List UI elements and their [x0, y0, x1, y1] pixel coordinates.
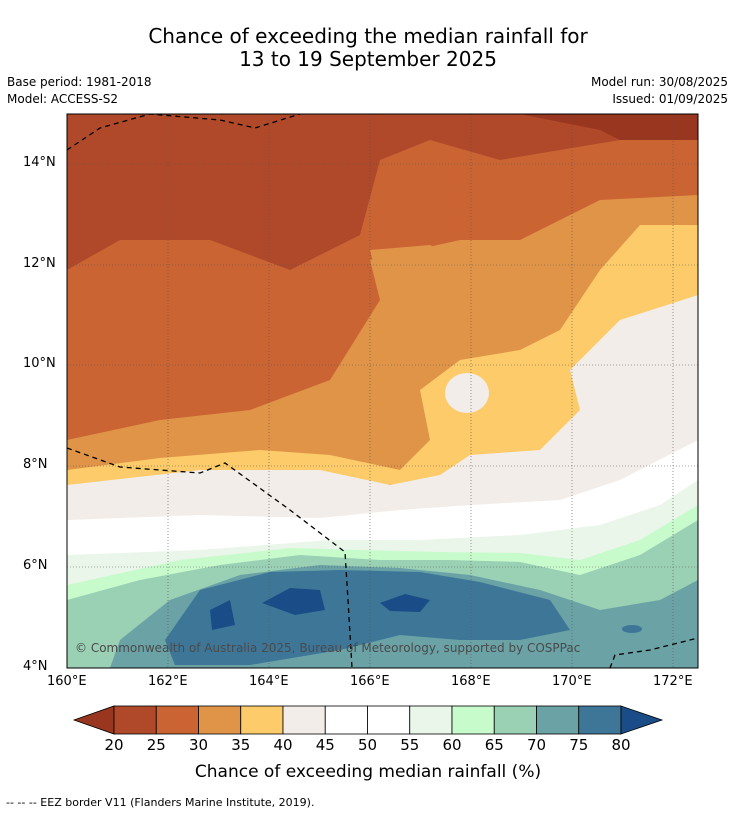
colorbar	[72, 705, 664, 735]
colorbar-swatch	[578, 705, 622, 735]
footnote: -- -- -- EEZ border V11 (Flanders Marine…	[6, 796, 315, 809]
colorbar-swatch	[324, 705, 368, 735]
lat-tick-label: 10°N	[23, 356, 56, 371]
colorbar-swatch	[155, 705, 199, 735]
lat-tick-label: 6°N	[23, 558, 48, 573]
colorbar-tick-label: 20	[104, 736, 124, 754]
lon-tick-label: 160°E	[47, 674, 87, 689]
lon-tick-label: 170°E	[552, 674, 592, 689]
colorbar-tick-label: 75	[569, 736, 589, 754]
lon-tick-label: 166°E	[350, 674, 390, 689]
lon-tick-label: 172°E	[653, 674, 693, 689]
lat-tick-label: 14°N	[23, 155, 56, 170]
lon-tick-label: 168°E	[451, 674, 491, 689]
colorbar-tick-label: 50	[357, 736, 378, 754]
colorbar-arrow-high	[620, 705, 664, 735]
title-line-2: 13 to 19 September 2025	[239, 47, 497, 71]
colorbar-swatch	[536, 705, 580, 735]
colorbar-swatch	[493, 705, 537, 735]
map-fill	[67, 114, 698, 668]
copyright-text: © Commonwealth of Australia 2025, Bureau…	[75, 641, 581, 655]
eez-border	[67, 114, 698, 668]
gridlines	[67, 114, 698, 668]
colorbar-tick-label: 45	[315, 736, 335, 754]
colorbar-tick-label: 80	[611, 736, 631, 754]
colorbar-swatch	[367, 705, 411, 735]
title-line-1: Chance of exceeding the median rainfall …	[148, 24, 588, 48]
base-period: Base period: 1981-2018	[7, 75, 152, 89]
meta-right: Model run: 30/08/2025 Issued: 01/09/2025	[591, 74, 728, 108]
colorbar-swatch	[409, 705, 453, 735]
meta-left: Base period: 1981-2018 Model: ACCESS-S2	[7, 74, 152, 108]
colorbar-swatch	[451, 705, 495, 735]
colorbar-tick-label: 30	[188, 736, 209, 754]
lon-tick-label: 164°E	[249, 674, 289, 689]
colorbar-tick-label: 40	[273, 736, 293, 754]
lat-tick-label: 12°N	[23, 256, 56, 271]
colorbar-swatch	[198, 705, 242, 735]
lat-tick-label: 8°N	[23, 457, 48, 472]
map-frame	[66, 113, 699, 669]
colorbar-swatch	[282, 705, 326, 735]
issued-date: Issued: 01/09/2025	[612, 92, 728, 106]
model-run: Model run: 30/08/2025	[590, 75, 728, 89]
lat-tick-label: 4°N	[23, 659, 48, 674]
colorbar-tick-label: 55	[400, 736, 420, 754]
model-name: Model: ACCESS-S2	[7, 92, 119, 106]
colorbar-arrow-low	[72, 705, 115, 735]
colorbar-tick-label: 60	[442, 736, 462, 754]
colorbar-tick-label: 25	[146, 736, 166, 754]
colorbar-swatch	[113, 705, 157, 735]
colorbar-tick-label: 35	[231, 736, 251, 754]
colorbar-swatch	[240, 705, 284, 735]
colorbar-title: Chance of exceeding median rainfall (%)	[194, 762, 542, 782]
colorbar-tick-label: 70	[526, 736, 547, 754]
lon-tick-label: 162°E	[148, 674, 188, 689]
colorbar-tick-label: 65	[484, 736, 504, 754]
